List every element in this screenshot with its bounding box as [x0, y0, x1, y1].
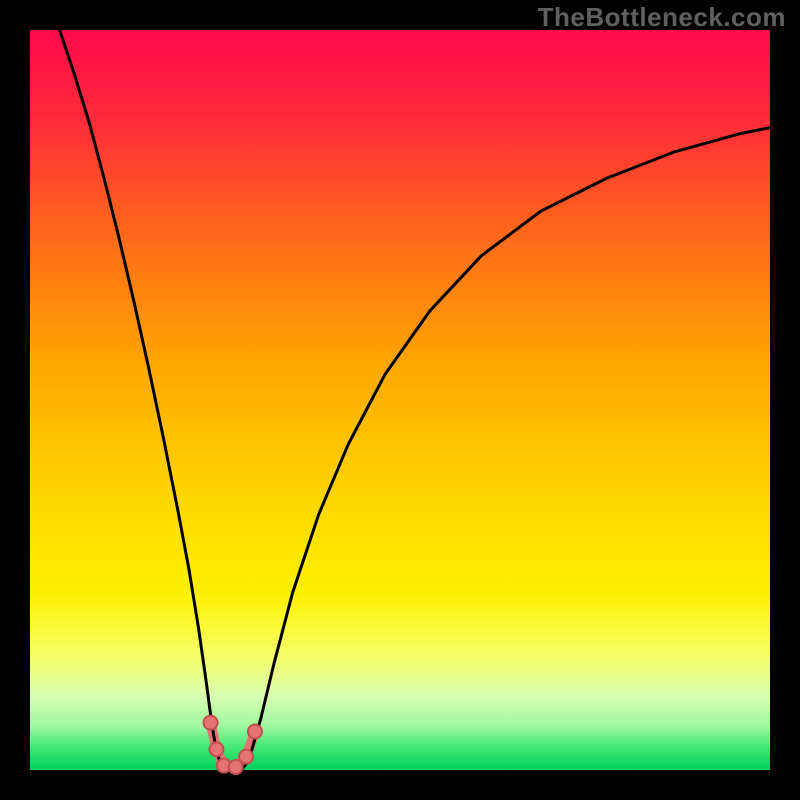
- bottom-marker-dot: [209, 742, 223, 756]
- bottom-marker-dot: [204, 716, 218, 730]
- chart-svg: [0, 0, 800, 800]
- watermark-text: TheBottleneck.com: [538, 2, 786, 33]
- bottom-marker-dot: [248, 725, 262, 739]
- gradient-background: [30, 30, 770, 770]
- bottom-marker-dot: [239, 750, 253, 764]
- outer-frame: TheBottleneck.com: [0, 0, 800, 800]
